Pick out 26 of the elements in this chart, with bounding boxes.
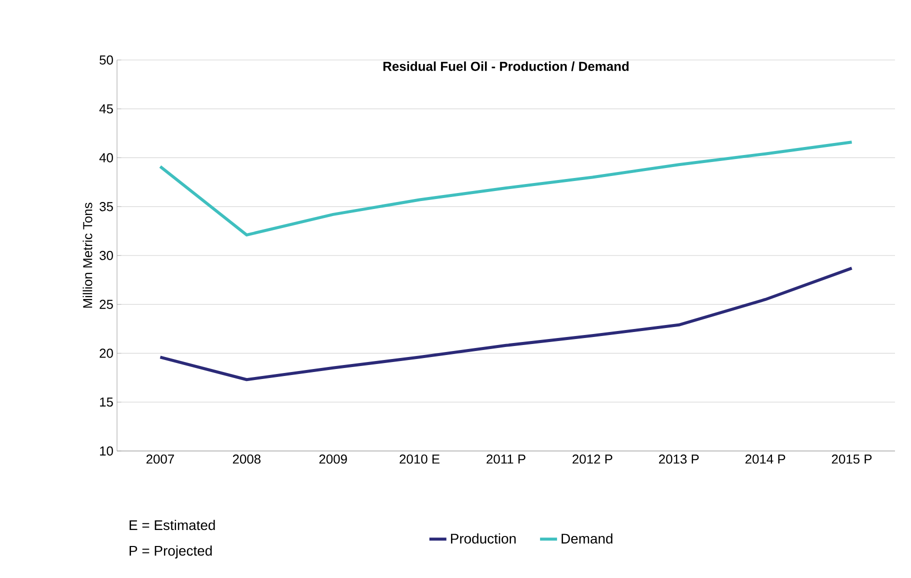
x-tick-label: 2012 P [572, 454, 612, 464]
x-tick-label: 2010 E [400, 454, 440, 464]
y-tick-label: 10 [100, 446, 113, 456]
x-tick-label: 2013 P [659, 454, 699, 464]
x-tick-label: 2015 P [832, 454, 872, 464]
x-tick-label: 2009 [319, 454, 347, 464]
line-series [158, 140, 854, 236]
legend-label: Demand [562, 533, 612, 544]
y-axis-title: Million Metric Tons [82, 202, 92, 308]
y-tick-label: 40 [99, 153, 113, 162]
y-tick-label: 35 [100, 202, 113, 212]
x-tick-label: 2011 P [486, 454, 526, 464]
y-tick-label: 45 [99, 104, 113, 114]
legend-label: Production [451, 533, 516, 544]
chart-title: Residual Fuel Oil - Production / Demand [383, 61, 629, 72]
y-tick-label: 15 [100, 398, 113, 407]
text: P = Projected [130, 545, 212, 558]
y-tick-label: 20 [100, 348, 113, 358]
line-series [158, 266, 854, 382]
y-tick-label: 25 [100, 300, 113, 309]
y-tick-label: 50 [100, 55, 113, 65]
x-tick-label: 2008 [232, 454, 261, 464]
x-tick-label: 2014 P [745, 454, 786, 464]
text: E = Estimated [130, 520, 215, 530]
x-tick-label: 2007 [146, 454, 174, 464]
y-tick-label: 30 [100, 250, 113, 260]
